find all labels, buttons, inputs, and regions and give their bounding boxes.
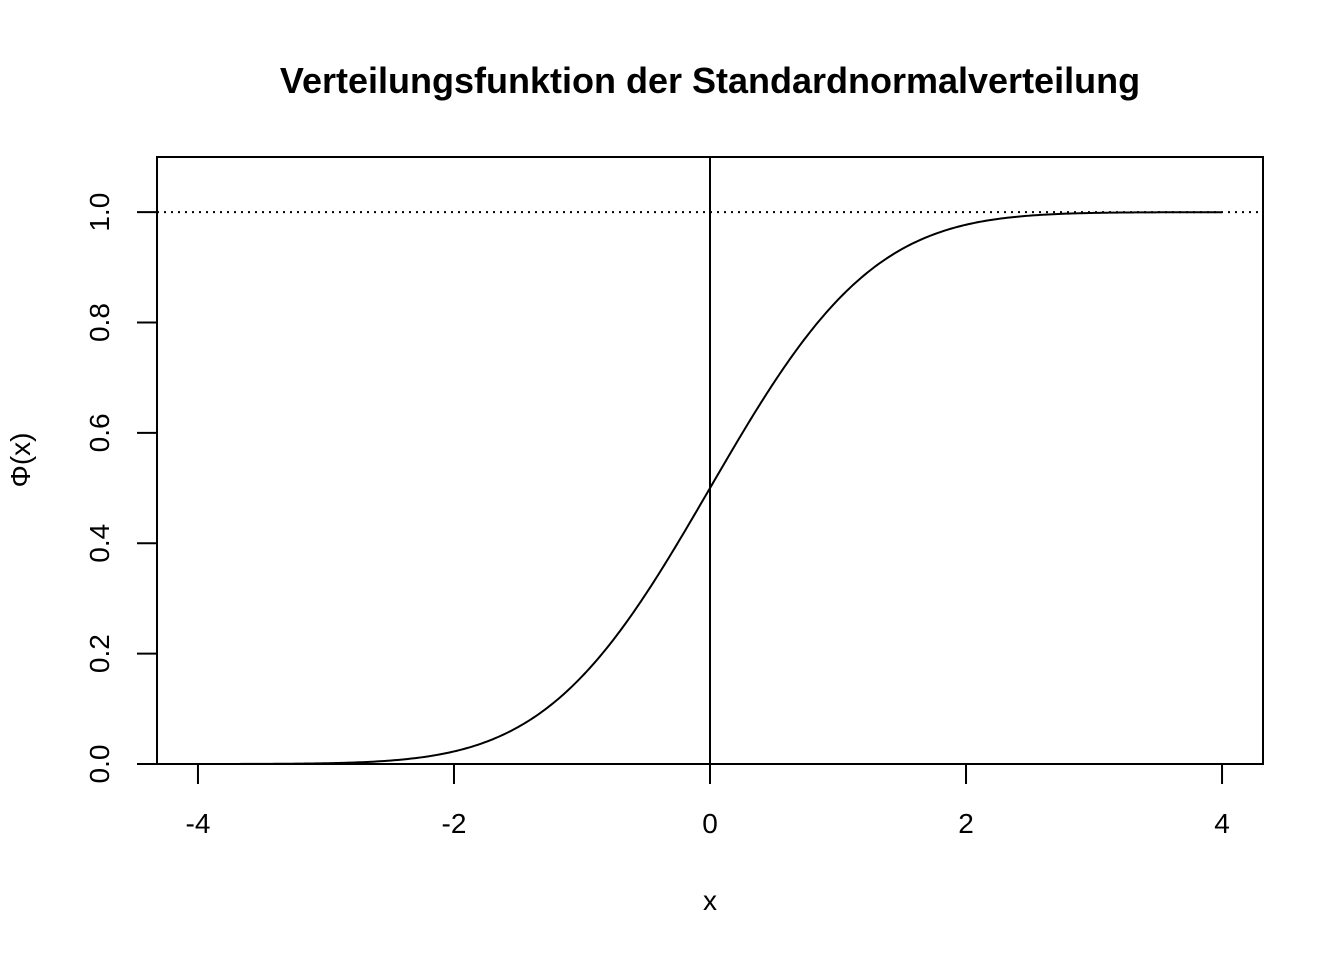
- x-tick-label: 2: [958, 808, 974, 839]
- y-tick-label: 0.0: [84, 745, 115, 784]
- x-tick-label: 4: [1214, 808, 1230, 839]
- x-tick-label: 0: [702, 808, 718, 839]
- x-axis-label: x: [703, 885, 717, 916]
- y-tick-label: 0.2: [84, 634, 115, 673]
- chart-title: Verteilungsfunktion der Standardnormalve…: [280, 60, 1140, 101]
- y-tick-label: 0.4: [84, 524, 115, 563]
- y-tick-label: 0.8: [84, 303, 115, 342]
- x-tick-label: -2: [442, 808, 467, 839]
- y-tick-label: 0.6: [84, 413, 115, 452]
- cdf-curve: [197, 211, 1223, 765]
- y-axis-label: Φ(x): [5, 433, 36, 488]
- x-tick-label: -4: [186, 808, 211, 839]
- y-tick-label: 1.0: [84, 193, 115, 232]
